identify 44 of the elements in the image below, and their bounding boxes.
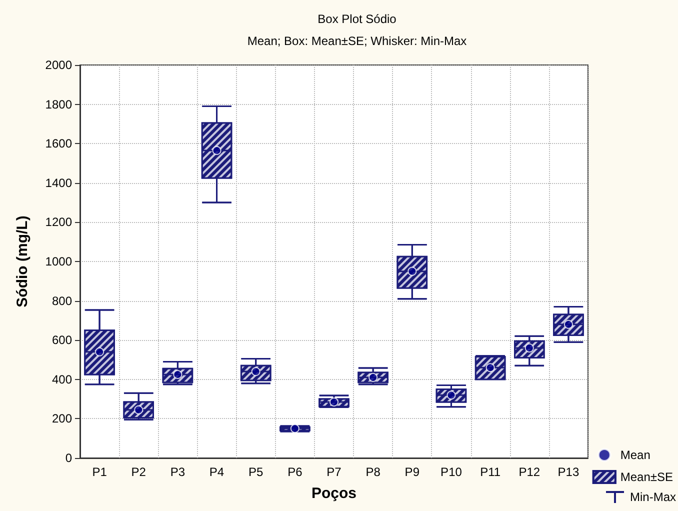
y-tick-label: 800 [52, 294, 72, 308]
x-tick-label: P1 [92, 465, 108, 479]
text: Min-Max [630, 490, 676, 504]
point [524, 343, 534, 352]
y-axis-title: Sódio (mg/L) [14, 216, 31, 308]
point [212, 146, 222, 155]
x-tick-label: P3 [170, 465, 186, 479]
point [368, 372, 378, 382]
y-tick-label: 2000 [45, 58, 72, 72]
y-tick-label: 1600 [45, 136, 72, 151]
point [330, 398, 338, 406]
legend-label: Mean±SE [620, 470, 674, 484]
y-tick-label: 1400 [45, 176, 72, 190]
y-tick-label: 1800 [45, 97, 72, 112]
x-tick-label: P4 [209, 465, 224, 479]
x-tick-label: P8 [366, 465, 381, 479]
x-tick-label: P7 [326, 465, 342, 479]
chart-title: Box Plot Sódio [318, 12, 397, 26]
x-tick-label: P13 [558, 465, 580, 479]
point [446, 390, 456, 400]
x-axis-title: Poços [311, 485, 357, 502]
x-tick-label: P10 [440, 465, 462, 479]
y-tick-label: 1000 [45, 254, 72, 268]
point [290, 424, 300, 434]
x-tick-label: P5 [248, 465, 264, 479]
point [564, 320, 573, 329]
point [251, 367, 260, 376]
y-tick-label: 400 [52, 372, 72, 386]
point [95, 347, 104, 356]
point [486, 363, 495, 372]
chart-subtitle: Mean; Box: Mean±SE; Whisker: Min-Max [247, 34, 467, 48]
x-tick-label: P11 [480, 465, 501, 479]
y-tick-label: 1200 [45, 215, 72, 230]
point [173, 370, 182, 379]
y-tick-label: 600 [52, 333, 72, 348]
x-tick-label: P2 [131, 465, 146, 479]
point [134, 405, 144, 414]
legend-label: Mean [620, 448, 650, 462]
x-tick-label: P6 [288, 465, 303, 479]
x-tick-label: P9 [404, 465, 420, 479]
y-tick-label: 200 [52, 412, 72, 426]
x-tick-label: P12 [518, 465, 540, 479]
y-tick-label: 0 [65, 451, 72, 465]
point [408, 266, 417, 276]
